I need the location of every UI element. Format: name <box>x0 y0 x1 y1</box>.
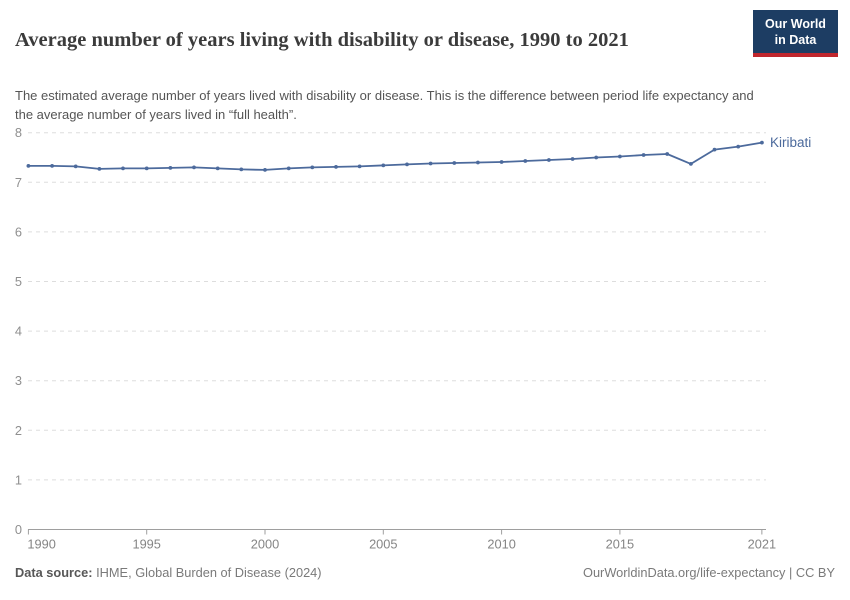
data-point <box>665 152 670 156</box>
line-chart: 0 1 2 3 4 5 6 7 8 1990 1995 2000 2005 2010 2015 2021 Kir… <box>15 125 811 552</box>
data-point <box>286 166 291 171</box>
data-point <box>428 161 433 166</box>
y-tick-label: 4 <box>15 324 22 339</box>
data-point <box>121 166 125 171</box>
data-point <box>594 155 599 160</box>
data-point <box>618 154 622 159</box>
y-tick-label: 3 <box>15 373 22 388</box>
y-tick-label: 8 <box>15 125 22 140</box>
data-source-label: Data source: <box>15 565 93 580</box>
data-point <box>26 164 31 168</box>
data-point <box>547 158 551 162</box>
data-point <box>523 159 528 163</box>
data-point <box>263 168 267 172</box>
y-tick-label: 6 <box>15 224 22 239</box>
data-point <box>405 162 409 167</box>
data-point <box>239 167 244 172</box>
y-tick-label: 2 <box>15 423 22 438</box>
data-point <box>334 165 338 169</box>
x-axis <box>27 529 766 535</box>
credit-text: OurWorldinData.org/life-expectancy | CC … <box>582 565 835 580</box>
data-point <box>570 157 575 161</box>
x-tick-label: 2015 <box>606 537 634 552</box>
x-tick-label: 2005 <box>369 537 397 552</box>
x-tick-label: 2021 <box>748 537 776 552</box>
data-point <box>357 164 362 169</box>
x-tick-label: 2010 <box>487 537 515 552</box>
data-point <box>310 165 315 170</box>
y-tick-label: 0 <box>15 522 22 537</box>
x-tick-label: 1990 <box>27 537 55 552</box>
data-point <box>476 160 480 165</box>
x-tick-label: 2000 <box>251 537 279 552</box>
chart-subtitle: The estimated average number of years li… <box>15 88 754 122</box>
data-point <box>168 166 173 170</box>
data-point <box>215 166 220 171</box>
data-point <box>50 164 54 168</box>
data-point <box>381 163 386 168</box>
y-tick-label: 5 <box>15 274 22 289</box>
y-tick-label: 7 <box>15 175 22 190</box>
owid-logo: Our World in Data <box>753 10 838 57</box>
data-point <box>760 140 764 145</box>
chart-footer: Data source: IHME, Global Burden of Dise… <box>15 565 835 582</box>
data-point <box>192 165 196 170</box>
data-source: Data source: IHME, Global Burden of Dise… <box>15 565 322 582</box>
data-point <box>73 164 78 169</box>
y-axis-tick-labels: 0 1 2 3 4 5 6 7 8 <box>15 125 22 537</box>
data-point <box>736 144 741 149</box>
data-point <box>689 162 693 166</box>
x-tick-label: 1995 <box>132 537 160 552</box>
data-source-text: IHME, Global Burden of Disease (2024) <box>92 565 322 580</box>
owid-logo-line2: in Data <box>774 33 817 47</box>
data-point <box>712 147 717 152</box>
data-point <box>144 166 149 171</box>
y-tick-label: 1 <box>15 472 22 487</box>
series-points-kiribati <box>26 140 764 172</box>
data-point <box>452 161 457 165</box>
owid-logo-line1: Our World <box>765 17 826 31</box>
series-line-kiribati <box>27 141 763 171</box>
gridlines <box>28 132 766 481</box>
x-axis-tick-labels: 1990 1995 2000 2005 2010 2015 2021 <box>27 537 776 552</box>
series-end-label: Kiribati <box>770 135 811 150</box>
data-point <box>641 153 646 157</box>
data-point <box>97 167 102 171</box>
page-title: Average number of years living with disa… <box>15 28 629 51</box>
data-point <box>499 160 504 164</box>
